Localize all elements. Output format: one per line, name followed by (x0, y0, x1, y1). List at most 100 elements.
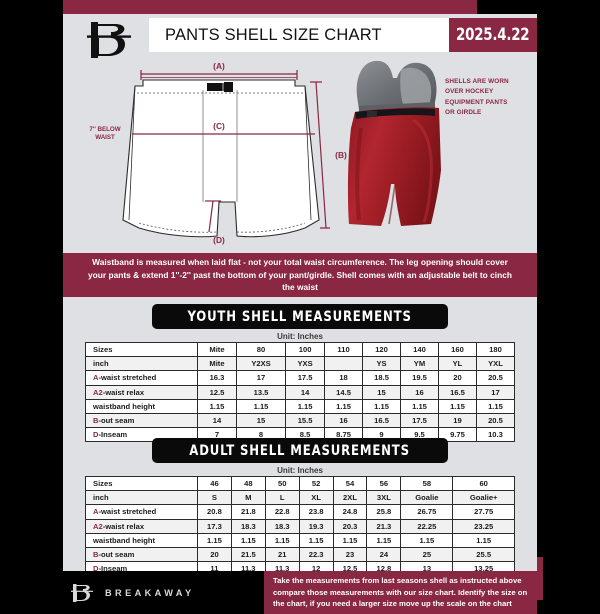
measurement-cell: 16 (400, 384, 439, 400)
measurement-cell: 16.3 (197, 370, 237, 386)
table-row: A2-waist relax 17.3 18.3 18.3 19.3 20.3 21.3 22… (85, 518, 515, 534)
column-header-cell: YXL (475, 356, 516, 372)
column-header-cell: 180 (475, 341, 516, 358)
column-header-cell: S (197, 490, 232, 506)
row-label-marker: A2 (93, 387, 103, 397)
measurement-cell: 1.15 (197, 532, 232, 548)
row-label: A2-waist relax (85, 518, 198, 534)
dimension-a: (A) (140, 61, 298, 80)
column-header-cell: 50 (264, 475, 300, 492)
youth-section-title: YOUTH SHELL MEASUREMENTS (152, 304, 448, 329)
size-chart-page: PANTS SHELL SIZE CHART 2025.4.22 (0, 0, 543, 614)
measurement-cell: 15.5 (285, 412, 326, 429)
column-header-cell: Mite (197, 356, 237, 372)
date-badge-text: 2025.4.22 (456, 25, 530, 45)
table-row: inch S M L XL 2XL 3XL Goalie Goalie+ (85, 490, 515, 506)
column-header-cell: 3XL (366, 490, 402, 506)
measurement-cell: 20.8 (197, 504, 232, 520)
callout-a-label: (A) (213, 61, 225, 71)
footer-instruction-text: Take the measurements from last seasons … (273, 575, 528, 609)
measurement-cell: 20.5 (475, 412, 516, 429)
measurement-cell: 1.15 (452, 532, 515, 548)
worn-note-line-1: SHELLS ARE WORN (445, 78, 509, 85)
column-header-cell: 46 (197, 475, 232, 492)
measurement-cell: 1.15 (264, 532, 300, 548)
product-photo (347, 60, 441, 226)
row-label: B-out seam (85, 412, 198, 429)
measurement-cell: 14 (285, 384, 326, 400)
measurement-cell: 1.15 (437, 398, 477, 414)
measurement-cell: 10.3 (475, 427, 516, 443)
measurement-cell: 24 (366, 546, 402, 563)
table-row: A2-waist relax 12.5 13.5 14 14.5 15 16 16.5 17 (85, 384, 516, 400)
measurement-cell: 21.5 (230, 546, 266, 563)
row-label: waistband height (85, 532, 198, 548)
measurement-cell: 1.15 (298, 532, 334, 548)
column-header-cell: Y2XS (235, 356, 287, 372)
column-header-cell: YL (437, 356, 477, 372)
measurement-cell: 18.3 (264, 518, 300, 534)
measurement-cell: 18.5 (362, 370, 402, 386)
measurement-cell: 24.8 (332, 504, 368, 520)
date-badge: 2025.4.22 (449, 18, 537, 52)
measurement-cell: 1.15 (400, 532, 454, 548)
column-header-cell: L (264, 490, 300, 506)
footer-instruction: Take the measurements from last seasons … (264, 571, 537, 614)
measurement-cell: 26.75 (400, 504, 454, 520)
measurement-cell: 20 (197, 546, 232, 563)
row-label-marker: A (93, 373, 99, 383)
column-header-cell: M (230, 490, 266, 506)
row-label-marker: A2 (93, 521, 103, 531)
row-label: Sizes (85, 341, 198, 358)
column-header-cell: 56 (366, 475, 402, 492)
chart-card: PANTS SHELL SIZE CHART 2025.4.22 (0, 14, 537, 614)
measurement-cell: 17.5 (285, 370, 326, 386)
table-row: A-waist stretched 16.3 17 17.5 18 18.5 19.5 20 2… (85, 370, 516, 386)
measurement-cell: 17.3 (197, 518, 232, 534)
column-header-cell: 2XL (332, 490, 368, 506)
measurement-cell: 1.15 (324, 398, 364, 414)
youth-section-title-text: YOUTH SHELL MEASUREMENTS (187, 308, 413, 325)
measurement-cell: 1.15 (230, 532, 266, 548)
page-title: PANTS SHELL SIZE CHART (149, 18, 449, 52)
below-waist-note-line1: 7'' BELOW (89, 126, 120, 133)
measurement-cell: 17 (475, 384, 516, 400)
youth-unit-label: Unit: Inches (277, 332, 323, 341)
measurement-cell: 14.5 (324, 384, 364, 400)
shell-technical-diagram: (A) (B) (C) 7'' BELOW WAIST (D) (89, 61, 347, 245)
column-header-cell: Goalie+ (452, 490, 515, 506)
measurement-cell: 12.5 (197, 384, 237, 400)
column-header-cell: 160 (437, 341, 477, 358)
table-row: Sizes 46 48 50 52 54 56 58 60 (85, 475, 515, 492)
measurement-cell: 20 (437, 370, 477, 386)
table-row: B-out seam 20 21.5 21 22.3 23 24 25 25.5 (85, 546, 515, 563)
measurement-cell: 21.8 (230, 504, 266, 520)
row-label: A-waist stretched (85, 504, 198, 520)
footer-right-accent (537, 557, 543, 600)
column-header-cell: Mite (197, 341, 237, 358)
measurement-cell: 20.3 (332, 518, 368, 534)
column-header-cell: 80 (235, 341, 287, 358)
adult-unit-label: Unit: Inches (277, 466, 323, 475)
measurement-cell: 1.15 (475, 398, 516, 414)
breakaway-logo-icon (87, 22, 131, 58)
measurement-cell: 1.15 (197, 398, 237, 414)
column-header-cell: 140 (400, 341, 439, 358)
measurement-cell: 17 (235, 370, 287, 386)
footer-brand-area: BREAKAWAY (0, 571, 264, 614)
column-header-cell: YM (400, 356, 439, 372)
measurement-cell: 27.75 (452, 504, 515, 520)
callout-c-label: (C) (213, 121, 225, 131)
measurement-cell: 19.3 (298, 518, 334, 534)
row-label-marker: D (93, 564, 99, 574)
column-header-cell: 54 (332, 475, 368, 492)
top-accent-strip (63, 0, 477, 14)
measurement-cell: 16.5 (362, 412, 402, 429)
measurement-cell: 25.8 (366, 504, 402, 520)
row-label-marker: A (93, 507, 99, 517)
column-header-cell: YS (362, 356, 402, 372)
footer: BREAKAWAY Take the measurements from las… (0, 571, 537, 614)
measurement-cell: 16 (324, 412, 364, 429)
measurement-cell: 25 (400, 546, 454, 563)
worn-over-note: SHELLS ARE WORN OVER HOCKEY EQUIPMENT PA… (445, 77, 535, 119)
